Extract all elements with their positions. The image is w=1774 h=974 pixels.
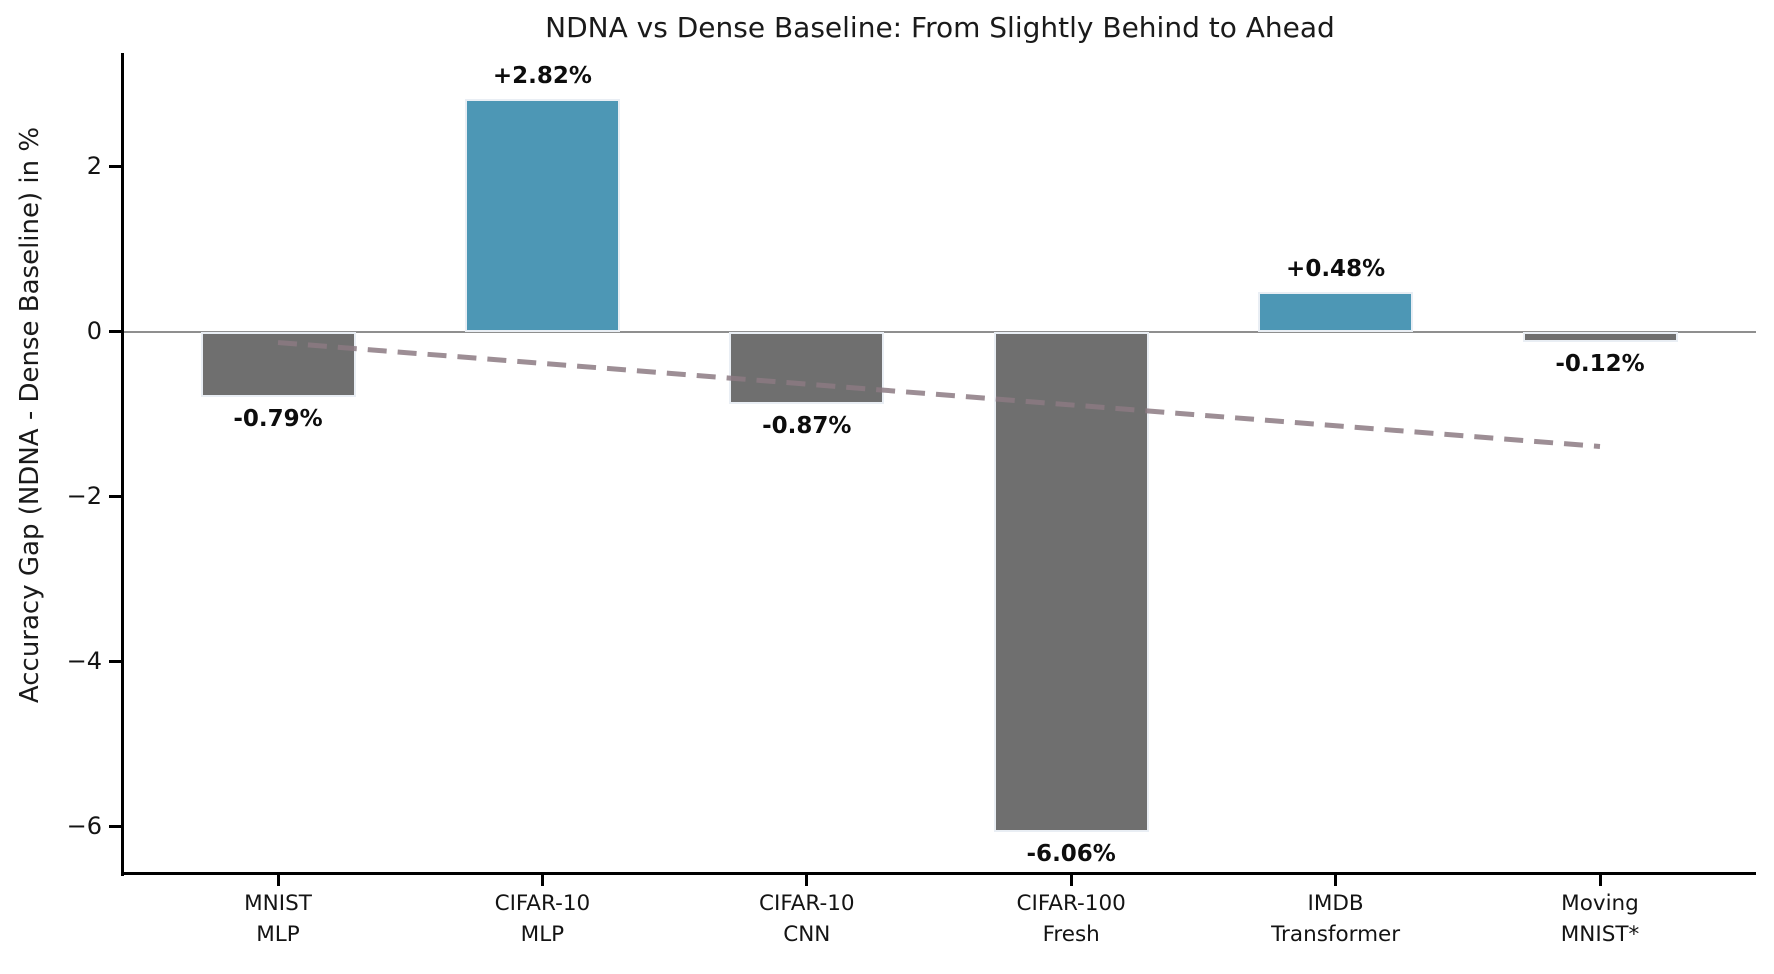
bar <box>200 331 356 397</box>
y-tick-label: −4 <box>66 646 102 675</box>
x-tick-label-line: CNN <box>783 922 831 947</box>
x-tick-label-line: CIFAR-10 <box>758 891 855 916</box>
bar <box>464 99 620 332</box>
y-tick-mark <box>109 660 123 664</box>
x-tick-label-line: Moving <box>1561 891 1639 916</box>
x-tick-label-line: Transformer <box>1271 922 1401 947</box>
x-tick-label-line: Fresh <box>1042 922 1100 947</box>
x-tick-label-line: MLP <box>256 922 300 947</box>
x-tick-label: IMDB Transformer <box>1216 888 1456 950</box>
y-axis-label: Accuracy Gap (NDNA - Dense Baseline) in … <box>15 126 45 704</box>
trend-line-layer <box>277 340 1601 449</box>
bar-value-label: -0.87% <box>762 412 852 439</box>
x-tick-mark <box>1334 874 1338 886</box>
x-tick-mark <box>805 874 809 886</box>
trend-line <box>277 340 1601 449</box>
y-tick-mark <box>109 495 123 499</box>
x-tick-mark <box>276 874 280 886</box>
x-tick-label: CIFAR-10 MLP <box>422 888 662 950</box>
bar-value-label: +2.82% <box>492 63 592 90</box>
x-tick-mark <box>1598 874 1602 886</box>
bar <box>1258 292 1414 332</box>
x-tick-label: MNIST MLP <box>158 888 398 950</box>
y-tick-label: 0 <box>86 316 102 345</box>
bar <box>993 331 1149 832</box>
x-tick-label-line: CIFAR-10 <box>494 891 591 916</box>
y-tick-label: −6 <box>66 811 102 840</box>
x-tick-label: Moving MNIST* <box>1480 888 1720 950</box>
x-tick-label: CIFAR-100 Fresh <box>951 888 1191 950</box>
x-tick-mark <box>1069 874 1073 886</box>
x-tick-label-line: IMDB <box>1307 891 1364 916</box>
bar-value-label: -0.12% <box>1555 350 1645 377</box>
zero-baseline <box>124 330 1756 333</box>
bar <box>1522 331 1678 342</box>
x-tick-label: CIFAR-10 CNN <box>687 888 927 950</box>
y-tick-mark <box>109 330 123 334</box>
bar-value-label: -0.79% <box>233 406 323 432</box>
chart-title: NDNA vs Dense Baseline: From Slightly Be… <box>545 11 1335 44</box>
y-tick-label: −2 <box>66 481 102 510</box>
y-tick-label: 2 <box>86 151 102 180</box>
bottom-spine <box>121 872 1756 875</box>
plot-area: -0.79% +2.82% -0.87% -6.06% +0.48% -0.12% <box>124 53 1756 873</box>
x-tick-label-line: MNIST <box>244 891 312 916</box>
bar <box>729 331 885 404</box>
x-tick-label-line: MNIST* <box>1560 922 1640 947</box>
y-tick-mark <box>109 825 123 829</box>
bar-value-label: -6.06% <box>1026 840 1116 867</box>
bar-value-label: +0.48% <box>1286 256 1386 283</box>
left-spine <box>121 53 124 876</box>
y-tick-mark <box>109 165 123 169</box>
x-tick-label-line: CIFAR-100 <box>1016 891 1126 916</box>
x-tick-label-line: MLP <box>520 922 565 947</box>
x-tick-mark <box>540 874 544 886</box>
